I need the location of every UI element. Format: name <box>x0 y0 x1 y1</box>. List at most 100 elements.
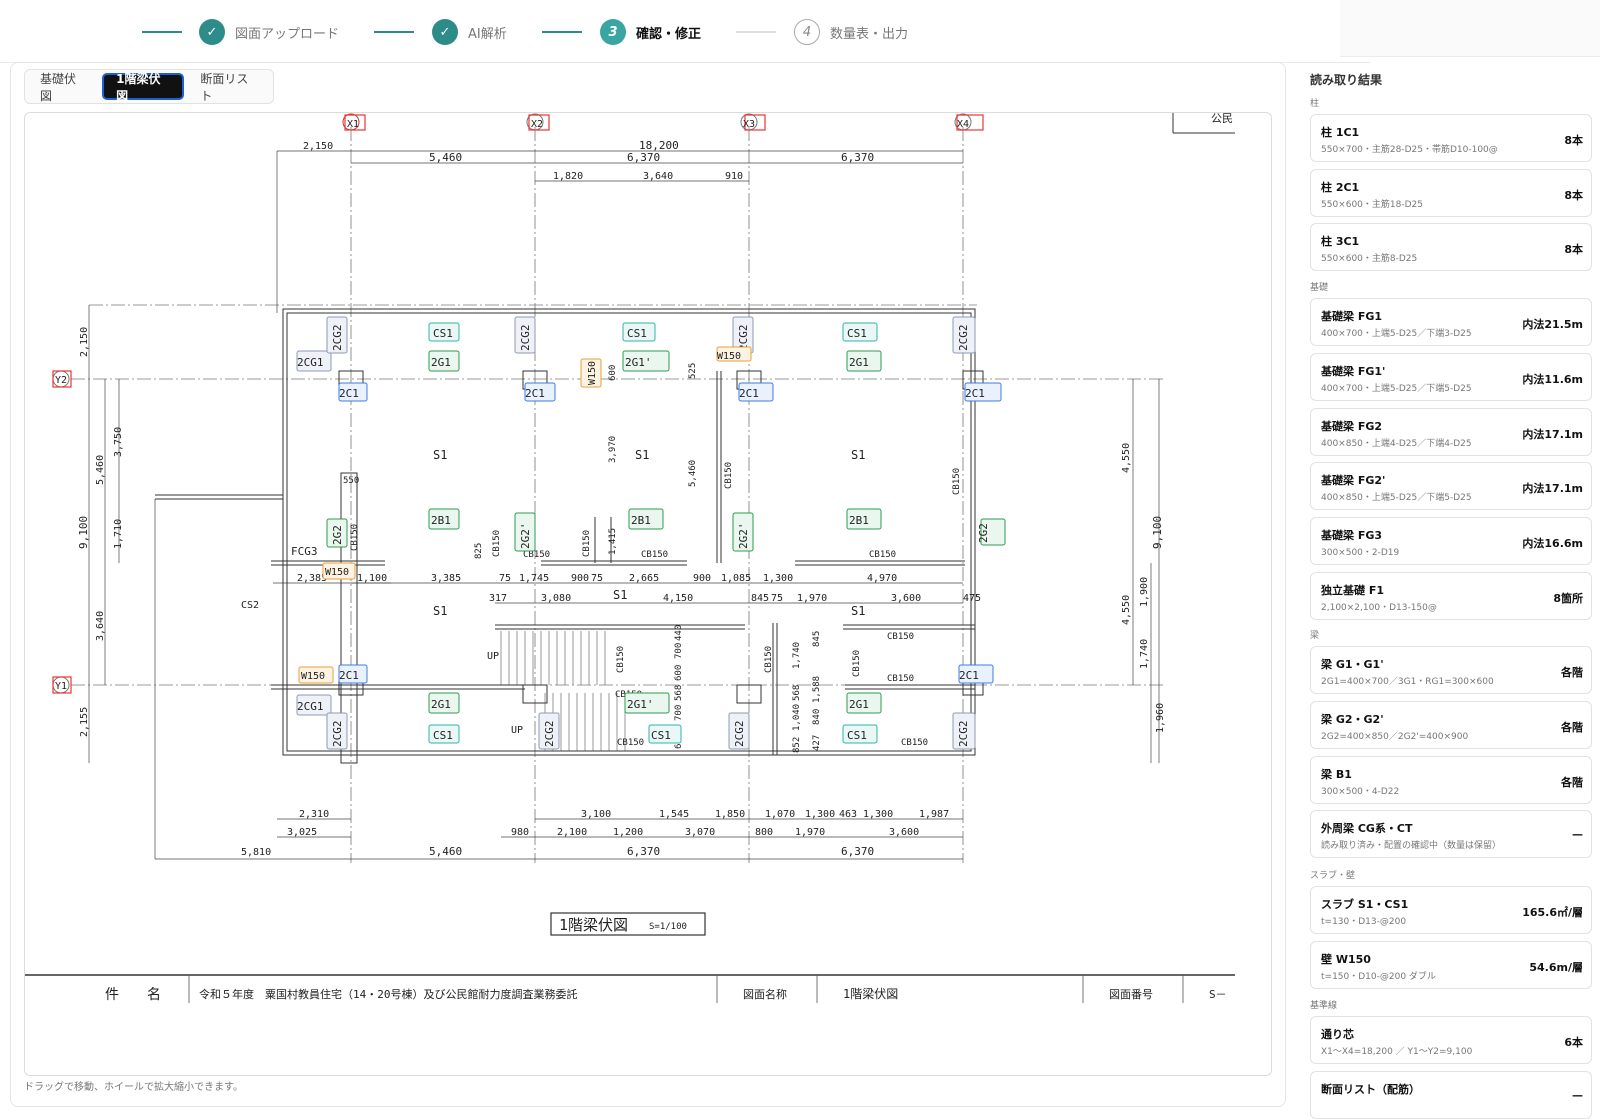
titleblock-label: 件 名 <box>105 987 161 1003</box>
svg-text:1,085: 1,085 <box>721 573 751 584</box>
grid-x1: X1 <box>347 119 359 130</box>
svg-text:CB150: CB150 <box>869 550 896 560</box>
result-card[interactable]: スラブ S1・CS1 t=130・D13-@200 165.6㎡/層 <box>1310 886 1592 934</box>
card-qty: 内法21.5m <box>1522 318 1583 331</box>
svg-text:5,810: 5,810 <box>241 847 271 858</box>
card-name: 壁 W150 <box>1321 953 1371 966</box>
svg-text:CB150: CB150 <box>350 524 360 551</box>
svg-text:840: 840 <box>812 709 822 725</box>
svg-text:18,200: 18,200 <box>639 139 679 152</box>
card-name: 梁 G1・G1' <box>1321 658 1384 671</box>
svg-text:427: 427 <box>812 735 822 751</box>
section-heading: 基礎 <box>1310 283 1329 293</box>
card-spec: 2G2=400×850／2G2'=400×900 <box>1321 732 1469 742</box>
svg-text:2,385: 2,385 <box>297 573 327 584</box>
titleblock-project: 令和５年度 粟国村教員住宅（14・20号棟）及び公民館耐力度調査業務委託 <box>199 987 578 1001</box>
tag-2c1: 2C1 <box>965 387 985 400</box>
tab-foundation-plan[interactable]: 基礎伏図 <box>40 71 77 103</box>
card-spec: 400×850・上端5-D25／下端5-D25 <box>1321 493 1472 503</box>
result-card[interactable]: 柱 3C1 550×600・主筋8-D25 8本 <box>1310 223 1592 271</box>
svg-text:6,370: 6,370 <box>627 845 660 858</box>
result-card[interactable]: 壁 W150 t=150・D10-@200 ダブル 54.6m/層 <box>1310 941 1592 989</box>
svg-text:2,100: 2,100 <box>557 827 587 838</box>
result-card[interactable]: 基礎梁 FG2' 400×850・上端5-D25／下端5-D25 内法17.1m <box>1310 462 1592 510</box>
card-qty: 各階 <box>1561 776 1583 789</box>
drawing-scale: S=1/100 <box>649 922 687 932</box>
svg-text:550: 550 <box>343 476 359 486</box>
tag-2g2-prime: 2G2' <box>737 523 750 550</box>
titleblock-num: S－ <box>1209 988 1227 1001</box>
tag-cs1: CS1 <box>627 327 647 340</box>
step-connector <box>542 31 582 33</box>
step-upload[interactable]: ✓ 図面アップロード <box>199 18 339 46</box>
step-label: AI解析 <box>468 26 507 42</box>
card-name: 基礎梁 FG2 <box>1321 420 1383 433</box>
result-card[interactable]: 基礎梁 FG1 400×700・上端5-D25／下端3-D25 内法21.5m <box>1310 298 1592 346</box>
result-card[interactable]: 独立基礎 F1 2,100×2,100・D13-150@ 8箇所 <box>1310 572 1592 620</box>
card-name: 基礎梁 FG1' <box>1321 365 1386 378</box>
tab-section-list[interactable]: 断面リスト <box>200 71 249 103</box>
card-qty: 各階 <box>1561 666 1583 679</box>
step-number: 4 <box>794 19 820 45</box>
svg-text:3,750: 3,750 <box>113 427 124 457</box>
card-spec: 2G1=400×700／3G1・RG1=300×600 <box>1321 677 1494 687</box>
svg-text:600: 600 <box>674 665 684 681</box>
card-spec: 2,100×2,100・D13-150@ <box>1321 603 1437 613</box>
tag-2cg2: 2CG2 <box>733 721 746 748</box>
result-card[interactable]: 基礎梁 FG2 400×850・上端4-D25／下端4-D25 内法17.1m <box>1310 408 1592 456</box>
svg-text:6,370: 6,370 <box>841 845 874 858</box>
svg-text:5,460: 5,460 <box>688 460 698 487</box>
grid-x3: X3 <box>743 119 755 130</box>
card-name: 通り芯 <box>1321 1028 1354 1041</box>
card-qty: 8本 <box>1564 243 1583 256</box>
card-qty: — <box>1572 828 1583 841</box>
header-spacer <box>1340 0 1600 57</box>
svg-text:700: 700 <box>674 643 684 659</box>
svg-text:1,100: 1,100 <box>357 573 387 584</box>
tag-2g1: 2G1 <box>849 356 869 369</box>
ai-tags[interactable]: CS1 CS1 CS1 CS1 CS1 CS1 2G1 2G1' 2G1 2G1… <box>296 316 1006 750</box>
result-card[interactable]: 基礎梁 FG1' 400×700・上端5-D25／下端5-D25 内法11.6m <box>1310 353 1592 401</box>
svg-text:317: 317 <box>489 593 507 604</box>
result-card[interactable]: 基礎梁 FG3 300×500・2-D19 内法16.6m <box>1310 517 1592 565</box>
result-card[interactable]: 通り芯 X1〜X4=18,200 ／ Y1〜Y2=9,100 6本 <box>1310 1016 1592 1064</box>
result-card[interactable]: 梁 G1・G1' 2G1=400×700／3G1・RG1=300×600 各階 <box>1310 646 1592 694</box>
svg-text:1,850: 1,850 <box>715 809 745 820</box>
svg-text:845: 845 <box>812 631 822 647</box>
card-spec: 550×600・主筋18-D25 <box>1321 200 1423 210</box>
svg-text:1,710: 1,710 <box>113 519 124 549</box>
svg-text:2,150: 2,150 <box>79 327 90 357</box>
svg-text:5,460: 5,460 <box>429 845 462 858</box>
tag-2c1: 2C1 <box>339 669 359 682</box>
svg-text:1,040: 1,040 <box>792 704 802 731</box>
titleblock-name: 1階梁伏図 <box>843 986 898 1001</box>
svg-text:4,150: 4,150 <box>663 593 693 604</box>
drawing-viewer[interactable]: 公民 X1 X2 X3 X4 Y2 Y1 <box>24 112 1272 1076</box>
svg-text:UP: UP <box>487 651 499 662</box>
result-card[interactable]: 外周梁 CG系・CT 読み取り済み・配置の確認中（数量は保留） — <box>1310 810 1592 858</box>
svg-text:1,545: 1,545 <box>659 809 689 820</box>
card-name: 外周梁 CG系・CT <box>1321 822 1413 835</box>
svg-text:S1: S1 <box>851 448 865 462</box>
room-labels: S1 S1 S1 S1 S1 S1 FCG3 CS2 UP UP 550 <box>241 448 865 736</box>
result-card[interactable]: 柱 2C1 550×600・主筋18-D25 8本 <box>1310 169 1592 217</box>
step-label: 図面アップロード <box>235 26 340 42</box>
drawing-tabs: 基礎伏図 1階梁伏図 断面リスト <box>24 69 274 104</box>
svg-text:3,600: 3,600 <box>891 593 921 604</box>
tag-cs1: CS1 <box>847 729 867 742</box>
result-card[interactable]: 柱 1C1 550×700・主筋28-D25・帯筋D10-100@ 8本 <box>1310 114 1592 162</box>
result-card[interactable]: 断面リスト（配筋） — <box>1310 1071 1592 1119</box>
result-card[interactable]: 梁 B1 300×500・4-D22 各階 <box>1310 756 1592 804</box>
step-output[interactable]: 4 数量表・出力 <box>794 18 908 46</box>
svg-text:4,550: 4,550 <box>1121 443 1132 473</box>
result-card[interactable]: 梁 G2・G2' 2G2=400×850／2G2'=400×900 各階 <box>1310 701 1592 749</box>
tag-2b1: 2B1 <box>631 514 651 527</box>
step-review[interactable]: 3 確認・修正 <box>600 18 701 46</box>
svg-text:900: 900 <box>571 573 589 584</box>
step-ai-analysis[interactable]: ✓ AI解析 <box>432 18 507 46</box>
svg-text:CB150: CB150 <box>724 462 734 489</box>
tag-2g1-prime: 2G1' <box>627 698 654 711</box>
card-spec: 400×700・上端5-D25／下端3-D25 <box>1321 329 1472 339</box>
tag-2g1: 2G1 <box>431 698 451 711</box>
tab-floor1-beam-plan[interactable]: 1階梁伏図 <box>102 72 185 103</box>
